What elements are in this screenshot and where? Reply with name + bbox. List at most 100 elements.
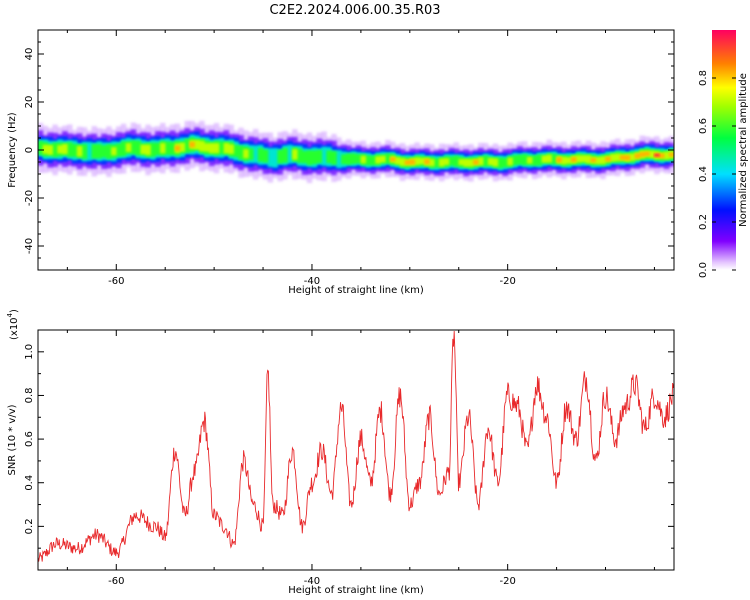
heatmap-cell <box>526 156 533 164</box>
heatmap-cell <box>429 159 435 167</box>
chart-title: C2E2.2024.006.00.35.R03 <box>269 3 440 18</box>
heatmap-cell <box>130 140 137 155</box>
heatmap-cell <box>336 150 342 169</box>
snr-ytick-label: 0.6 <box>24 431 35 447</box>
heatmap-cell <box>473 159 479 165</box>
heatmap-cell <box>536 154 543 166</box>
snr-xlabel: Height of straight line (km) <box>288 585 424 596</box>
heatmap-cell <box>296 148 303 163</box>
heatmap-cell <box>585 155 592 164</box>
heatmap-cell <box>634 153 641 159</box>
heatmap-cell <box>218 141 225 155</box>
heatmap-cell <box>663 151 670 160</box>
heatmap-cell <box>380 155 386 163</box>
heatmap-cell <box>331 151 337 165</box>
heatmap-cell <box>659 153 665 159</box>
heatmap-cell <box>257 147 264 162</box>
spectrogram-xlabel: Height of straight line (km) <box>288 285 424 296</box>
heatmap-cell <box>414 157 420 165</box>
heatmap-layer <box>654 153 660 157</box>
heatmap-cell <box>404 160 411 165</box>
snr-ticks: -60 -40 -20 0.2 0.4 0.6 0.8 1.0 <box>24 329 674 587</box>
heatmap-cell <box>556 157 562 163</box>
heatmap-cell <box>184 138 190 153</box>
heatmap-cell <box>267 148 274 168</box>
heatmap-cell <box>370 155 376 166</box>
heatmap-cell <box>355 154 362 164</box>
heatmap-cell <box>463 158 469 167</box>
heatmap-cell <box>179 142 186 152</box>
snr-ylabel: SNR (10 * v/v) <box>7 404 18 475</box>
snr-ytick-label: 0.4 <box>24 475 35 491</box>
heatmap-cell <box>169 141 176 156</box>
heatmap-cell <box>624 155 631 161</box>
spectrogram-xtick-label: -20 <box>499 276 515 287</box>
heatmap-cell <box>610 153 616 162</box>
heatmap-cell <box>614 153 621 162</box>
heatmap-cell <box>497 157 504 169</box>
heatmap-cell <box>458 159 464 166</box>
heatmap-cell <box>668 152 674 157</box>
heatmap-cell <box>287 144 293 164</box>
heatmap-cell <box>341 154 347 165</box>
heatmap-cell <box>282 147 288 163</box>
heatmap-cell <box>448 156 455 166</box>
heatmap-cell <box>243 149 249 159</box>
snr-ytick-label: 1.0 <box>24 344 35 360</box>
heatmap-cell <box>502 158 508 168</box>
heatmap-cell <box>164 141 171 155</box>
heatmap-cell <box>468 159 474 167</box>
heatmap-cell <box>522 154 528 166</box>
heatmap-cell <box>272 148 279 168</box>
heatmap-cell <box>125 143 132 153</box>
heatmap-cell <box>478 157 484 166</box>
colorbar-ticks: 0.0 0.2 0.4 0.6 0.8 <box>698 70 736 278</box>
heatmap-cell <box>570 157 577 163</box>
spectrogram-ytick-label: 0 <box>24 147 35 153</box>
heatmap-cell <box>409 159 416 165</box>
heatmap-cell <box>639 152 645 157</box>
heatmap-cell <box>326 150 332 164</box>
heatmap-cell <box>438 158 445 167</box>
heatmap-cell <box>321 146 327 166</box>
snr-ytick-label: 0.2 <box>24 518 35 534</box>
snr-frame <box>37 329 675 571</box>
heatmap-cell <box>316 149 323 163</box>
heatmap-cell <box>47 145 53 155</box>
heatmap-cell <box>433 158 440 168</box>
heatmap-cell <box>580 155 587 163</box>
snr-multiplier-exp: 4 <box>6 312 14 317</box>
heatmap-cell <box>189 141 195 148</box>
colorbar <box>712 30 736 270</box>
heatmap-cell <box>619 155 626 160</box>
heatmap-cell <box>233 144 239 158</box>
heatmap-cell <box>101 145 107 158</box>
heatmap-cell <box>150 142 156 157</box>
heatmap-cell <box>52 142 58 158</box>
heatmap-cell <box>590 158 597 163</box>
heatmap-cell <box>106 144 112 159</box>
heatmap-cell <box>575 155 582 163</box>
heatmap-cell <box>419 157 425 165</box>
heatmap-cell <box>531 155 538 166</box>
heatmap-cell <box>301 151 308 164</box>
heatmap-cell <box>541 155 548 163</box>
heatmap-cell <box>223 142 230 154</box>
heatmap-cell <box>91 144 98 159</box>
heatmap-cell <box>115 143 122 157</box>
colorbar-tick-label: 0.8 <box>698 70 709 86</box>
heatmap-cell <box>492 158 499 167</box>
snr-ytick-label: 0.8 <box>24 388 35 404</box>
heatmap-cell <box>629 153 636 161</box>
spectrogram-ticks: -60 -40 -20 -40 -20 0 20 40 <box>24 30 674 287</box>
snr-series-line <box>38 330 674 562</box>
heatmap-cell <box>306 150 313 166</box>
snr-multiplier-close: ) <box>9 309 20 313</box>
colorbar-tick-label: 0.2 <box>698 214 709 230</box>
heatmap-cell <box>57 145 63 154</box>
colorbar-tick-label: 0.4 <box>698 166 709 182</box>
spectrogram-ytick-label: 40 <box>24 48 35 61</box>
heatmap-cell <box>644 151 650 157</box>
